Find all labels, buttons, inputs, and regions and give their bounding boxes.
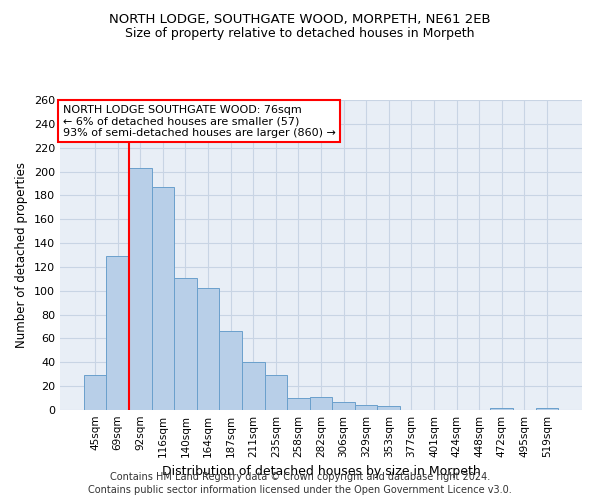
Bar <box>310 397 332 410</box>
Bar <box>490 408 513 410</box>
Bar <box>174 278 197 410</box>
Text: Contains public sector information licensed under the Open Government Licence v3: Contains public sector information licen… <box>88 485 512 495</box>
Text: NORTH LODGE, SOUTHGATE WOOD, MORPETH, NE61 2EB: NORTH LODGE, SOUTHGATE WOOD, MORPETH, NE… <box>109 12 491 26</box>
Bar <box>332 402 355 410</box>
Bar <box>220 332 242 410</box>
Text: Size of property relative to detached houses in Morpeth: Size of property relative to detached ho… <box>125 28 475 40</box>
X-axis label: Distribution of detached houses by size in Morpeth: Distribution of detached houses by size … <box>161 466 481 478</box>
Bar <box>152 187 174 410</box>
Bar <box>242 362 265 410</box>
Text: Contains HM Land Registry data © Crown copyright and database right 2024.: Contains HM Land Registry data © Crown c… <box>110 472 490 482</box>
Bar <box>106 256 129 410</box>
Bar <box>355 405 377 410</box>
Text: NORTH LODGE SOUTHGATE WOOD: 76sqm
← 6% of detached houses are smaller (57)
93% o: NORTH LODGE SOUTHGATE WOOD: 76sqm ← 6% o… <box>62 104 335 138</box>
Bar <box>129 168 152 410</box>
Y-axis label: Number of detached properties: Number of detached properties <box>16 162 28 348</box>
Bar <box>287 398 310 410</box>
Bar <box>265 376 287 410</box>
Bar <box>84 376 106 410</box>
Bar <box>197 288 220 410</box>
Bar <box>377 406 400 410</box>
Bar <box>536 408 558 410</box>
